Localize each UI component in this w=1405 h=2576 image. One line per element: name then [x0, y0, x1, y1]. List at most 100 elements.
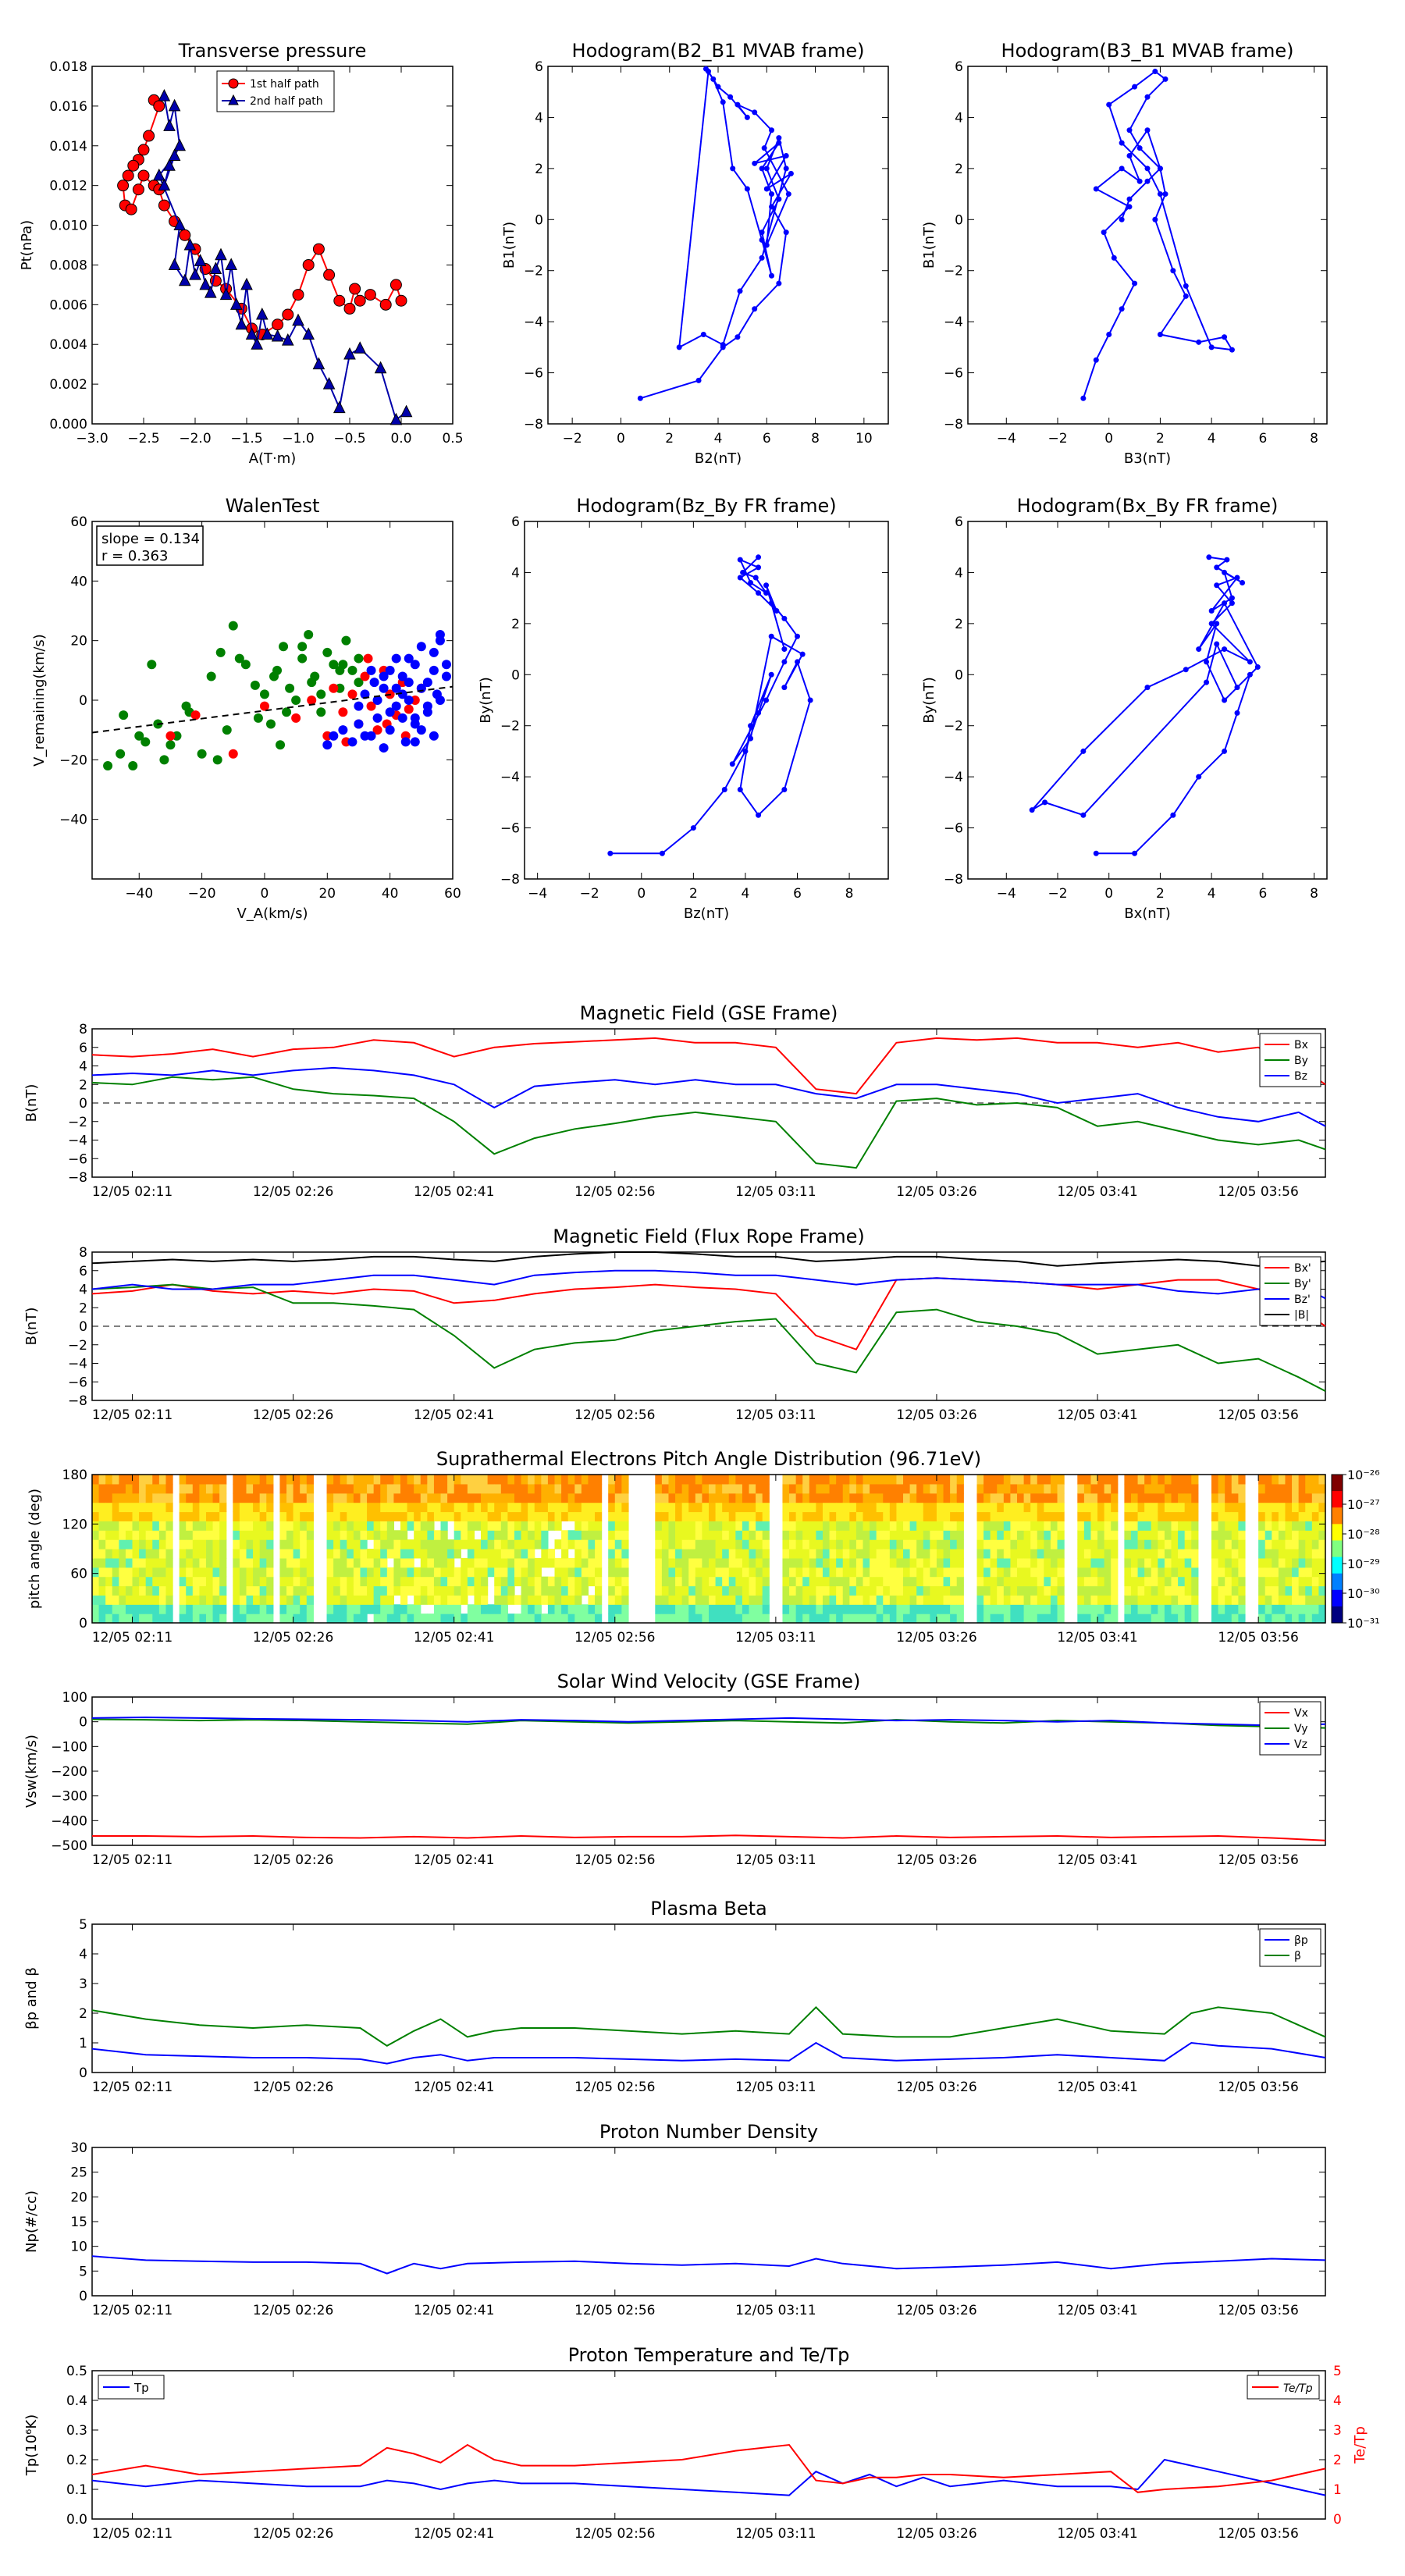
pitch-angle-cell: [487, 1475, 495, 1485]
pitch-angle-cell: [1264, 1549, 1272, 1559]
pitch-angle-cell: [943, 1557, 951, 1568]
pitch-angle-cell: [1057, 1557, 1065, 1568]
hodogram-b2-b1-point: [769, 191, 775, 197]
pitch-angle-cell: [1097, 1614, 1105, 1624]
hodogram-bz-by-xtick-label: 6: [793, 886, 802, 902]
pitch-angle-cell: [822, 1549, 831, 1559]
pitch-angle-cell: [333, 1521, 341, 1531]
pitch-angle-cell: [855, 1614, 864, 1624]
pitch-angle-cell: [715, 1475, 723, 1485]
pitch-angle-cell: [836, 1614, 844, 1624]
pitch-angle-cell: [1298, 1567, 1306, 1578]
pitch-angle-cell: [165, 1493, 173, 1503]
pitch-angle-cell: [1158, 1511, 1165, 1521]
pitch-angle-cell: [795, 1539, 803, 1550]
hodogram-bz-by-xtick-label: −4: [528, 886, 547, 902]
pitch-angle-cell: [259, 1511, 267, 1521]
pitch-angle-cell: [1083, 1614, 1092, 1624]
pitch-angle-cell: [889, 1604, 898, 1614]
pitch-angle-cell: [735, 1493, 743, 1503]
pitch-angle-cell: [1077, 1539, 1085, 1550]
pitch-angle-cell: [1083, 1604, 1092, 1614]
hodogram-bz-by-title: Hodogram(Bz_By FR frame): [576, 495, 836, 517]
pitch-angle-cell: [145, 1502, 153, 1513]
hodogram-bx-by-point: [1240, 580, 1246, 586]
pitch-angle-cell: [789, 1502, 797, 1513]
pitch-angle-cell: [1211, 1530, 1219, 1540]
pitch-angle-cell: [849, 1604, 857, 1614]
walen-test-point: [322, 647, 333, 657]
pitch-angle-cell: [715, 1493, 723, 1503]
pitch-angle-cell: [614, 1530, 622, 1540]
pitch-angle-cell: [681, 1502, 689, 1513]
pitch-angle-cell: [916, 1493, 924, 1503]
pitch-angle-cell: [259, 1530, 267, 1540]
pitch-angle-cell: [735, 1530, 743, 1540]
walen-test-point: [422, 678, 432, 688]
pitch-angle-cell: [789, 1483, 797, 1494]
pitch-angle-cell: [896, 1576, 904, 1587]
pitch-angle-cell: [722, 1557, 730, 1568]
pitch-angle-cell: [400, 1576, 408, 1587]
pitch-angle-cell: [1231, 1604, 1239, 1614]
hodogram-bx-by-ytick-label: 2: [955, 617, 963, 632]
pitch-angle-cell: [306, 1614, 314, 1624]
pitch-angle-cell: [1003, 1614, 1012, 1624]
pitch-angle-cell: [1144, 1493, 1152, 1503]
pitch-angle-cell: [567, 1511, 575, 1521]
pitch-angle-cell: [367, 1521, 375, 1531]
pitch-angle-cell: [528, 1502, 535, 1513]
pitch-angle-cell: [1164, 1549, 1172, 1559]
pitch-angle-cell: [1010, 1557, 1018, 1568]
pitch-angle-cell: [494, 1502, 502, 1513]
pitch-angle-cell: [547, 1557, 556, 1568]
pitch-angle-cell: [152, 1595, 160, 1605]
pitch-angle-cell: [440, 1493, 448, 1503]
pitch-angle-cell: [896, 1493, 904, 1503]
pitch-angle-cell: [681, 1521, 689, 1531]
pitch-angle-cell: [192, 1595, 200, 1605]
transverse-pressure-xtick-label: −3.0: [76, 431, 108, 447]
pitch-angle-cell: [300, 1521, 308, 1531]
pitch-angle-cell: [997, 1483, 1005, 1494]
pitch-angle-cell: [1211, 1576, 1219, 1587]
pitch-angle-cell: [702, 1567, 710, 1578]
pitch-angle-cell: [1130, 1557, 1139, 1568]
magnetic-field-gse-ytick-label: 4: [79, 1059, 87, 1075]
pitch-angle-cell: [997, 1511, 1005, 1521]
pitch-angle-cell: [253, 1595, 261, 1605]
pitch-angle-cell: [1258, 1585, 1266, 1596]
pitch-angle-cell: [1292, 1502, 1300, 1513]
pitch-angle-cell: [286, 1614, 294, 1624]
walen-test-point: [259, 701, 269, 711]
pitch-angle-cell: [661, 1521, 670, 1531]
pitch-angle-cell: [1305, 1502, 1313, 1513]
pitch-angle-cell: [802, 1483, 810, 1494]
pitch-angle-cell: [1023, 1614, 1031, 1624]
pitch-angle-cell: [447, 1502, 455, 1513]
pitch-angle-cell: [367, 1576, 375, 1587]
plasma-beta-xtick-label: 12/05 03:11: [735, 2080, 816, 2095]
pitch-angle-cell: [279, 1567, 287, 1578]
walen-test-ytick-label: −40: [59, 813, 87, 828]
pitch-angle-cell: [367, 1475, 375, 1485]
pitch-angle-cell: [420, 1549, 428, 1559]
pitch-angle-cell: [1017, 1511, 1025, 1521]
pitch-angle-cell: [1090, 1595, 1098, 1605]
pitch-angle-cell: [333, 1595, 341, 1605]
pitch-angle-cell: [528, 1493, 535, 1503]
pitch-angle-cell: [306, 1530, 314, 1540]
pitch-angle-cell: [279, 1493, 287, 1503]
pitch-angle-cell: [333, 1614, 341, 1624]
pitch-angle-cell: [454, 1475, 461, 1485]
pitch-angle-cell: [889, 1549, 898, 1559]
pitch-angle-cell: [722, 1585, 730, 1596]
pitch-angle-colorbar-segment: [1332, 1540, 1343, 1558]
pitch-angle-cell: [1178, 1521, 1186, 1531]
pitch-angle-cell: [1211, 1475, 1219, 1485]
pitch-angle-cell: [956, 1475, 964, 1485]
pitch-angle-cell: [1171, 1557, 1179, 1568]
proton-density-xtick-label: 12/05 03:11: [735, 2303, 816, 2318]
pitch-angle-cell: [306, 1604, 314, 1614]
pitch-angle-cell: [326, 1614, 334, 1624]
